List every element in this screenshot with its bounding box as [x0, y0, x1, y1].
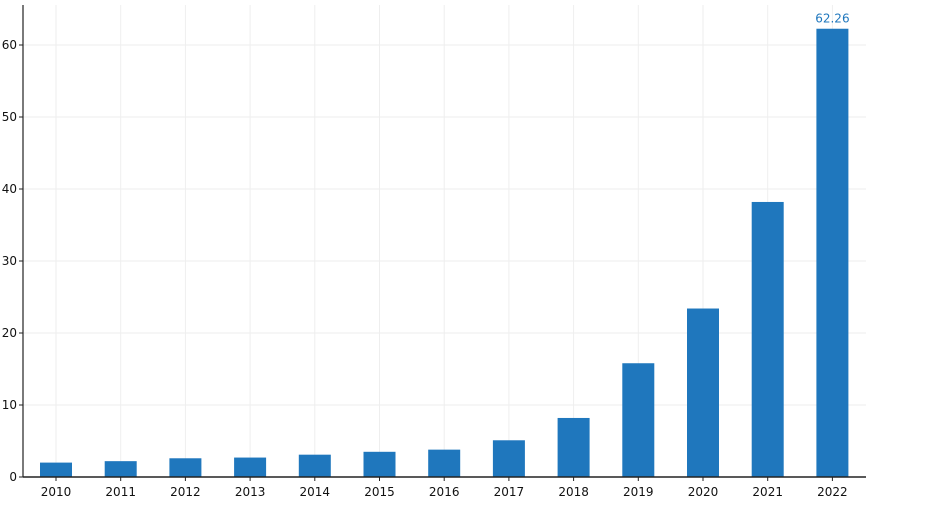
x-tick-label-2018: 2018 — [558, 485, 589, 499]
x-tick-label-2019: 2019 — [623, 485, 654, 499]
bar-2014 — [298, 454, 331, 477]
x-tick-label-2022: 2022 — [817, 485, 848, 499]
x-tick-label-2016: 2016 — [429, 485, 460, 499]
x-tick-label-2013: 2013 — [235, 485, 266, 499]
x-tick-label-2015: 2015 — [364, 485, 395, 499]
bar-2015 — [363, 451, 396, 477]
bar-2010 — [40, 462, 72, 477]
bar-2022 — [816, 28, 849, 478]
y-tick-label-50: 50 — [2, 110, 17, 124]
bar-2017 — [492, 440, 525, 477]
bar-2018 — [557, 417, 590, 477]
y-tick-label-30: 30 — [2, 254, 17, 268]
x-tick-label-2010: 2010 — [41, 485, 72, 499]
bar-2016 — [428, 449, 461, 477]
y-tick-label-40: 40 — [2, 182, 17, 196]
bar-2012 — [169, 458, 202, 477]
x-tick-label-2011: 2011 — [105, 485, 136, 499]
x-tick-label-2017: 2017 — [494, 485, 525, 499]
bar-2013 — [234, 457, 267, 477]
bar-2011 — [104, 461, 137, 477]
bar-2020 — [687, 308, 719, 477]
data-label-2022: 62.26 — [815, 12, 849, 26]
y-tick-label-0: 0 — [9, 470, 17, 484]
y-tick-label-20: 20 — [2, 326, 17, 340]
x-tick-label-2021: 2021 — [752, 485, 783, 499]
x-tick-label-2012: 2012 — [170, 485, 201, 499]
bar-2019 — [622, 363, 655, 477]
bar-2021 — [751, 201, 784, 477]
y-tick-label-10: 10 — [2, 398, 17, 412]
x-tick-label-2014: 2014 — [300, 485, 331, 499]
y-tick-label-60: 60 — [2, 38, 17, 52]
x-tick-label-2020: 2020 — [688, 485, 719, 499]
